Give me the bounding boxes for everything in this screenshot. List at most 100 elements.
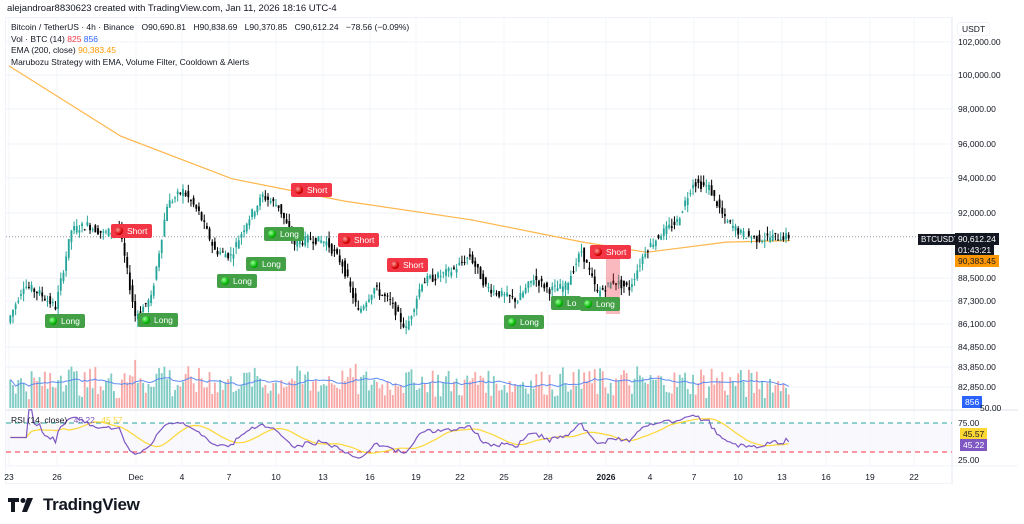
change-value: −78.56 (−0.09%) (345, 22, 410, 32)
short-signal-label[interactable]: Short (387, 258, 429, 272)
rsi-legend[interactable]: RSI (14, close) 45.22 45.57 (11, 415, 123, 425)
long-signal-label[interactable]: Long (138, 313, 178, 327)
rsi-ma-value: 45.57 (101, 415, 123, 425)
signal-text: Short (606, 247, 627, 257)
time-tick: 16 (365, 472, 375, 482)
red-circle-icon (594, 248, 602, 256)
signal-text: Long (520, 317, 539, 327)
time-tick: 13 (777, 472, 787, 482)
time-tick: 19 (411, 472, 421, 482)
rsi-ma-badge: 45.57 (960, 428, 988, 440)
price-tick: 100,000.00 (958, 70, 1001, 80)
price-tick: 83,850.00 (958, 362, 996, 372)
high-value: H90,838.69 (193, 22, 238, 32)
short-signal-label[interactable]: Short (338, 233, 380, 247)
time-tick: 7 (226, 472, 232, 482)
time-tick: 2026 (596, 472, 616, 482)
close-value: C90,612.24 (294, 22, 339, 32)
time-tick: 4 (647, 472, 653, 482)
countdown-badge: 01:43:21 (955, 244, 995, 256)
time-tick: 22 (455, 472, 465, 482)
time-tick: 25 (499, 472, 509, 482)
chart-legend: Bitcoin / TetherUS · 4h · Binance O90,69… (11, 22, 409, 68)
red-circle-icon (295, 186, 303, 194)
green-circle-icon (142, 316, 150, 324)
ema-value: 90,383.45 (78, 45, 116, 55)
signal-text: Long (280, 229, 299, 239)
short-signal-label[interactable]: Short (291, 183, 333, 197)
tradingview-logo[interactable]: TradingView (8, 495, 140, 515)
symbol-tag: BTCUSDT (918, 234, 962, 245)
price-tick: 102,000.00 (958, 37, 1001, 47)
signal-text: Long (154, 315, 173, 325)
long-signal-label[interactable]: Long (264, 227, 304, 241)
price-tick: 94,000.00 (958, 173, 996, 183)
symbol-legend-row[interactable]: Bitcoin / TetherUS · 4h · Binance O90,69… (11, 22, 409, 34)
long-signal-label[interactable]: Long (45, 314, 85, 328)
ema-legend-row[interactable]: EMA (200, close) 90,383.45 (11, 45, 409, 57)
price-axis[interactable] (952, 17, 1018, 484)
long-signal-label[interactable]: Long (246, 257, 286, 271)
time-tick: 28 (543, 472, 553, 482)
low-value: L90,370.85 (244, 22, 288, 32)
short-signal-label[interactable]: Short (111, 224, 153, 238)
volume-legend-row[interactable]: Vol · BTC (14) 825 856 (11, 34, 409, 46)
price-tick: 82,850.00 (958, 382, 996, 392)
ema-price-badge: 90,383.45 (955, 255, 999, 267)
strategy-legend-row[interactable]: Marubozu Strategy with EMA, Volume Filte… (11, 57, 409, 69)
price-tick: 87,300.00 (958, 296, 996, 306)
open-value: O90,690.81 (141, 22, 186, 32)
currency-button[interactable]: USDT (957, 22, 991, 36)
time-tick: 10 (271, 472, 281, 482)
red-circle-icon (342, 236, 350, 244)
green-circle-icon (555, 299, 563, 307)
strategy-label: Marubozu Strategy with EMA, Volume Filte… (11, 56, 250, 67)
tradingview-logo-icon (8, 498, 33, 512)
green-circle-icon (49, 317, 57, 325)
green-circle-icon (508, 318, 516, 326)
rsi-value: 45.22 (73, 415, 95, 425)
long-signal-label[interactable]: Lo (551, 296, 582, 310)
long-signal-label[interactable]: Long (217, 274, 257, 288)
signal-text: Short (354, 235, 375, 245)
volume-ma-badge: 856 (962, 396, 983, 408)
price-tick: 86,100.00 (958, 319, 996, 329)
time-tick: 4 (179, 472, 185, 482)
chart-credit: alejandroar8830623 created with TradingV… (7, 3, 337, 14)
rsi-tick: 75.00 (958, 418, 980, 428)
signal-text: Short (127, 226, 148, 236)
volume-bars (9, 359, 790, 408)
symbol-name: Bitcoin / TetherUS · 4h · Binance (11, 22, 135, 32)
signal-text: Long (61, 316, 80, 326)
long-signal-label[interactable]: Long (504, 315, 544, 329)
last-price-badge: 90,612.24 (955, 233, 999, 245)
signal-text: Long (596, 299, 615, 309)
rsi-badge: 45.22 (960, 439, 988, 451)
time-tick: 19 (865, 472, 875, 482)
signal-text: Long (233, 276, 252, 286)
signal-text: Long (262, 259, 281, 269)
time-tick: 13 (318, 472, 328, 482)
time-tick: 22 (909, 472, 919, 482)
time-tick: 10 (733, 472, 743, 482)
volume-ma-value: 856 (83, 33, 98, 44)
time-tick: 23 (4, 472, 14, 482)
red-circle-icon (115, 227, 123, 235)
time-tick: 16 (821, 472, 831, 482)
signal-text: Short (403, 260, 424, 270)
long-signal-label[interactable]: Long (580, 297, 620, 311)
price-tick: 92,000.00 (958, 208, 996, 218)
price-tick: 98,000.00 (958, 104, 996, 114)
time-tick: 7 (691, 472, 697, 482)
rsi-tick: 25.00 (958, 455, 980, 465)
volume-axis-tick: 50.00 (980, 403, 1002, 413)
price-tick: 88,500.00 (958, 273, 996, 283)
chart-frame (5, 17, 952, 484)
rsi-label: RSI (14, close) (11, 415, 68, 425)
time-tick: Dec (128, 472, 144, 482)
price-tick: 84,850.00 (958, 342, 996, 352)
green-circle-icon (584, 300, 592, 308)
short-signal-label[interactable]: Short (590, 245, 632, 259)
volume-label: Vol · BTC (14) (11, 33, 65, 44)
